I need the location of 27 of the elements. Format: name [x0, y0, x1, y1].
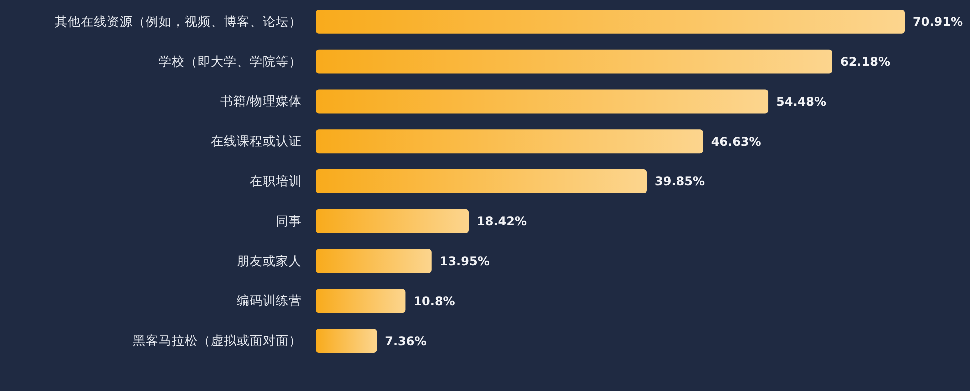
y-tick-label: 学校（即大学、学院等）: [159, 54, 302, 69]
bar: [316, 329, 378, 354]
y-tick-label: 同事: [276, 214, 302, 228]
y-tick-label: 朋友或家人: [237, 253, 302, 268]
bar: [316, 170, 648, 194]
bar: [316, 130, 704, 154]
data-label: 18.42%: [477, 214, 527, 229]
y-tick-label: 书籍/物理媒体: [220, 94, 302, 109]
data-label: 13.95%: [440, 254, 490, 268]
data-label: 10.8%: [414, 294, 456, 308]
y-tick-label: 黑客马拉松（虚拟或面对面）: [133, 333, 302, 348]
bar: [316, 209, 469, 234]
bar: [316, 10, 905, 34]
y-tick-label: 编码训练营: [237, 294, 302, 308]
data-label: 62.18%: [840, 55, 890, 70]
data-label: 54.48%: [776, 94, 827, 109]
bar: [316, 90, 769, 114]
y-tick-label: 在线课程或认证: [211, 134, 302, 149]
data-label: 39.85%: [655, 174, 705, 189]
data-label: 70.91%: [913, 15, 963, 30]
y-tick-label: 在职培训: [250, 174, 302, 188]
bar: [316, 249, 432, 274]
data-label: 46.63%: [711, 134, 762, 149]
bar: [316, 289, 406, 314]
data-label: 7.36%: [385, 334, 427, 348]
bar: [316, 50, 832, 74]
y-tick-label: 其他在线资源（例如，视频、博客、论坛）: [55, 14, 302, 29]
